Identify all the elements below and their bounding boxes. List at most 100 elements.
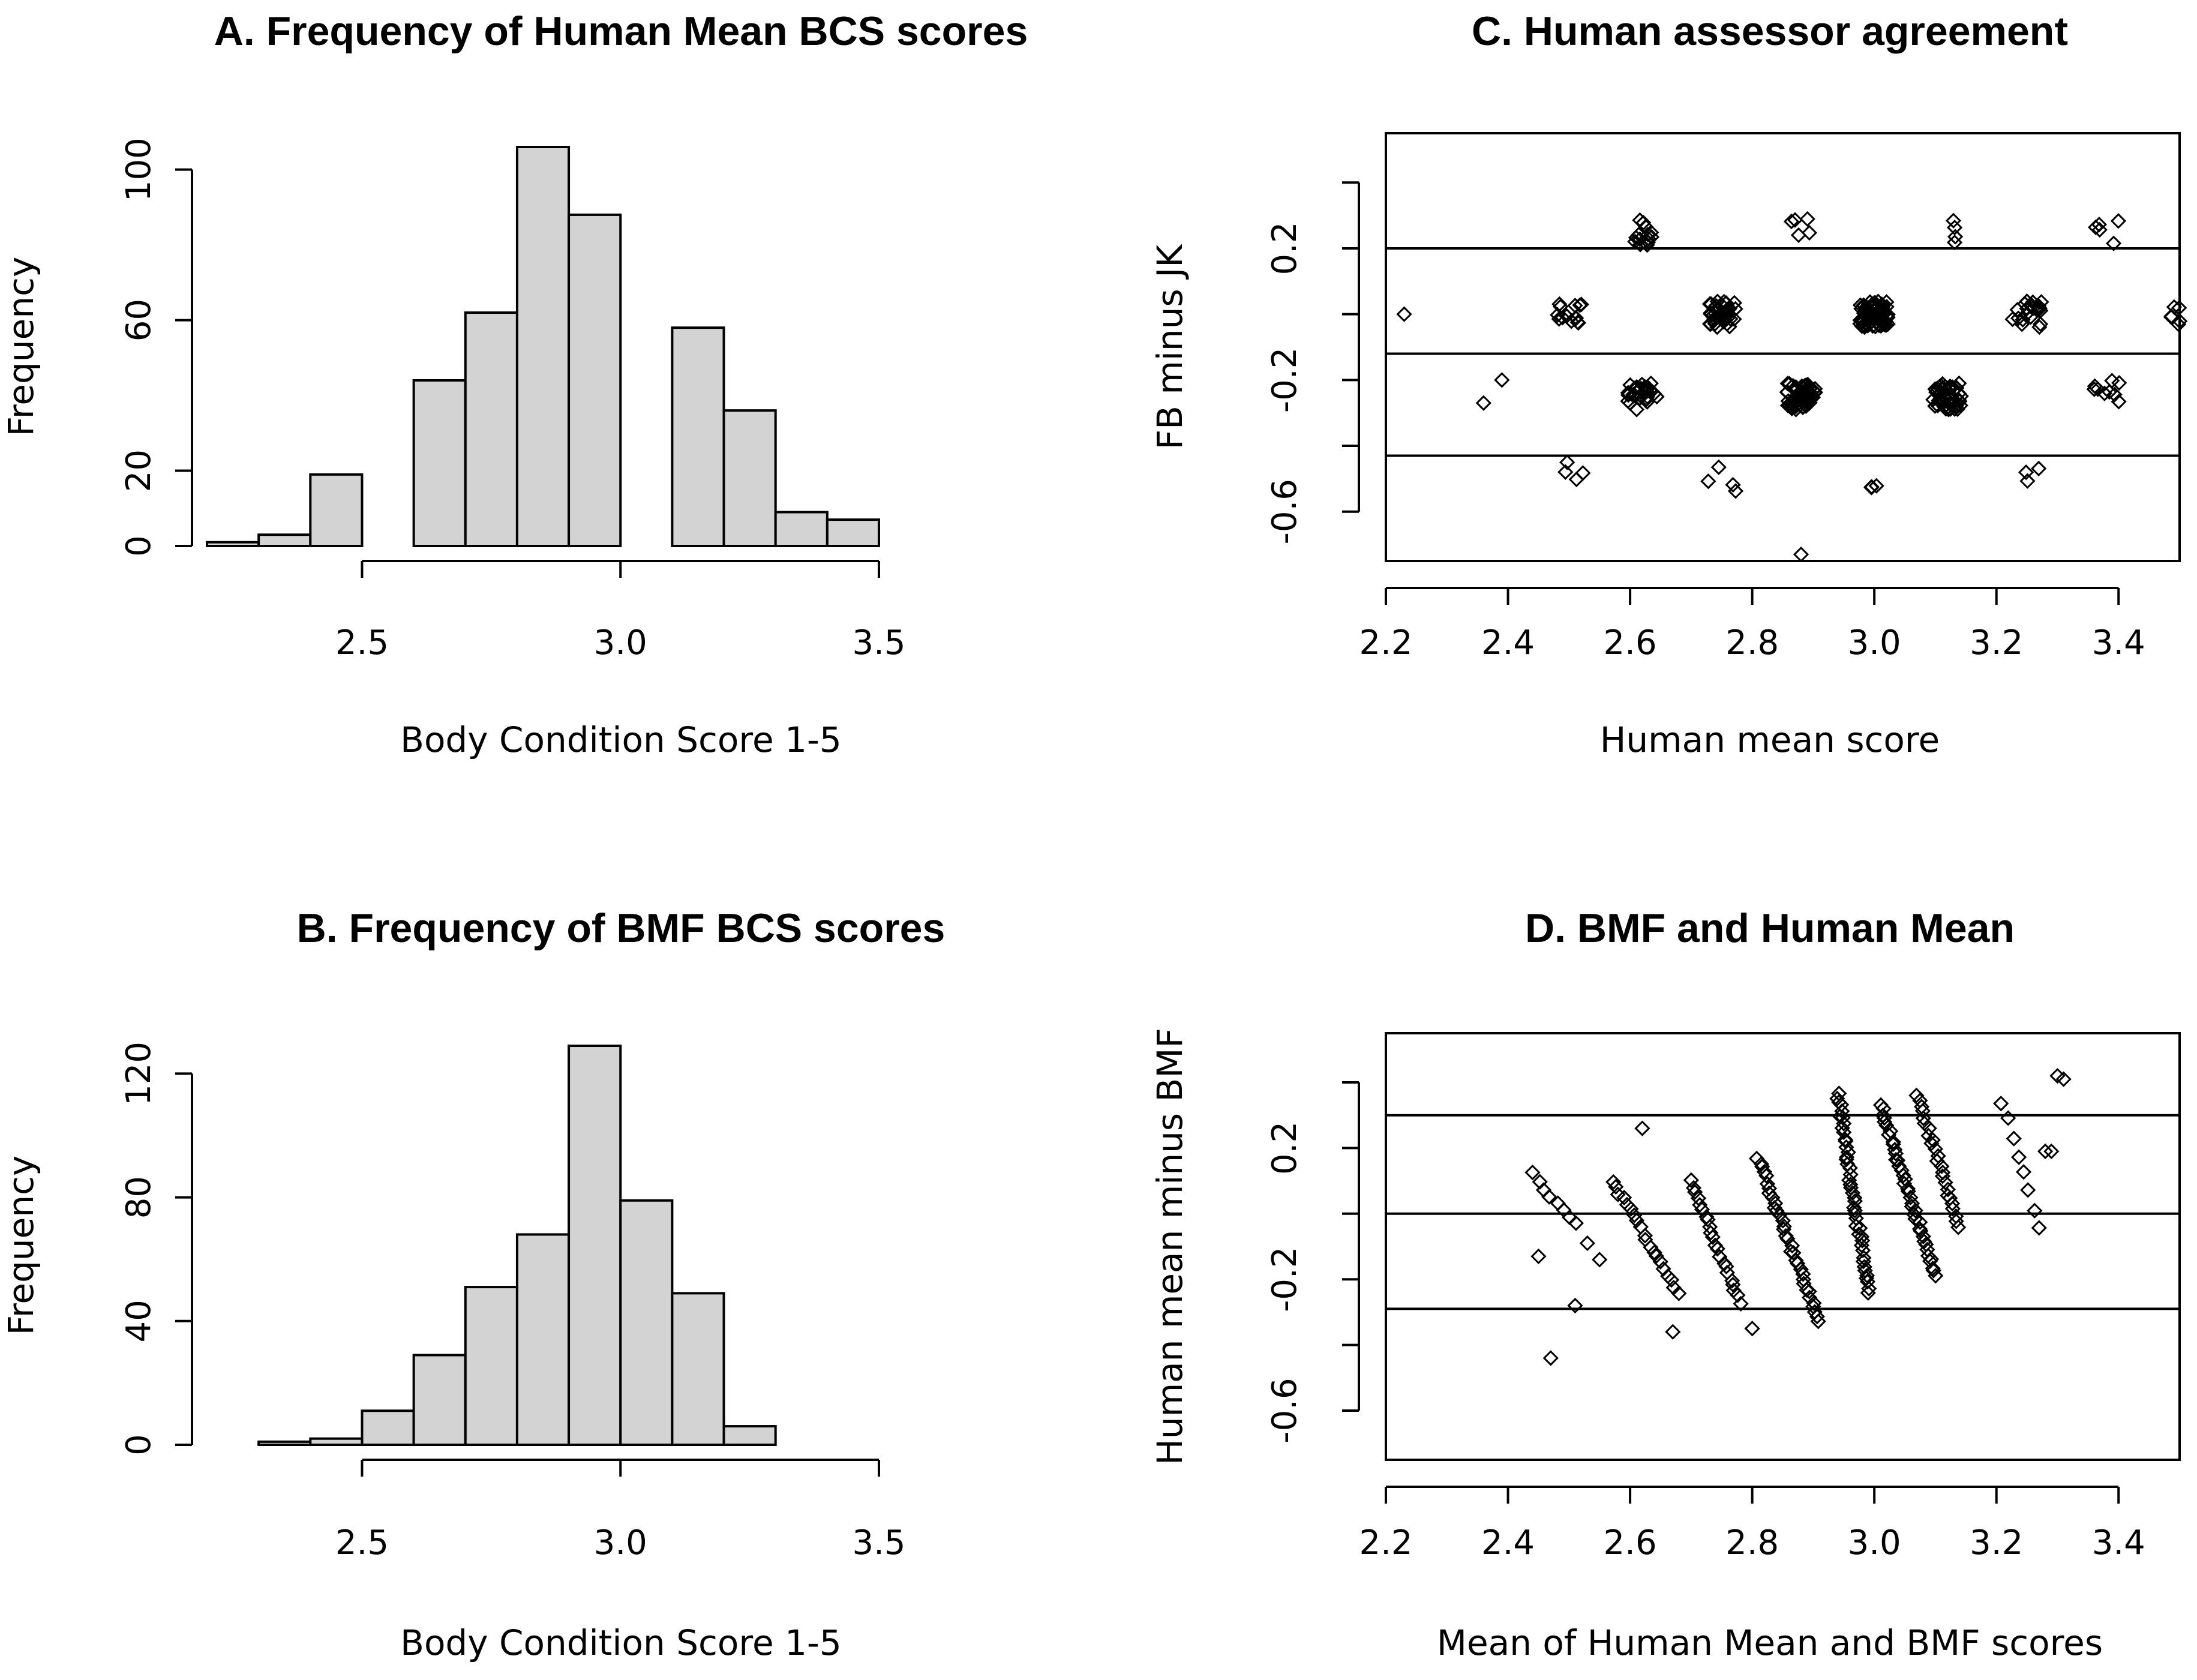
data-point: [1934, 1158, 1950, 1174]
data-point: [1842, 1160, 1858, 1176]
data-point: [1761, 1180, 1778, 1196]
data-point: [1637, 1228, 1653, 1244]
histogram-bar: [826, 518, 881, 547]
data-point: [1552, 298, 1569, 315]
data-point: [1567, 1297, 1583, 1314]
data-point: [1948, 1213, 1964, 1229]
data-point: [2031, 319, 2048, 335]
histogram-bar: [412, 1354, 467, 1447]
data-point: [1712, 308, 1728, 324]
data-point: [1532, 1174, 1548, 1190]
data-point: [1710, 459, 1727, 475]
data-point: [2086, 381, 2102, 397]
data-point: [1930, 1148, 1946, 1164]
x-tick-label: 2.4: [1481, 623, 1535, 662]
data-point: [1782, 397, 1798, 414]
data-point: [1925, 1132, 1941, 1148]
y-axis-label: Frequency: [1, 257, 41, 437]
plot-frame: [1385, 132, 2181, 562]
data-point: [1634, 1120, 1650, 1136]
y-tick-label: 0.2: [1265, 221, 1304, 275]
data-point: [1919, 1241, 1935, 1258]
data-point: [1692, 1197, 1708, 1213]
data-point: [1683, 1172, 1699, 1189]
data-point: [1913, 1099, 1930, 1115]
y-axis-label: Frequency: [1, 1156, 41, 1336]
data-point: [1779, 1231, 1796, 1247]
data-point: [1878, 294, 1895, 310]
y-tick-label: -0.6: [1265, 479, 1304, 544]
data-point: [1795, 1266, 1811, 1282]
data-point: [1880, 309, 1896, 326]
data-point: [1906, 1206, 1922, 1223]
data-point: [1801, 224, 1818, 241]
histogram-bar: [515, 1233, 571, 1446]
data-point: [2010, 1149, 2027, 1165]
histogram-bar: [257, 1440, 312, 1447]
data-point: [1840, 1144, 1856, 1160]
y-tick-label: 120: [119, 1042, 158, 1106]
panel-a-histogram: A. Frequency of Human Mean BCS scores 2.5…: [1, 8, 1028, 760]
data-point: [1928, 1268, 1944, 1284]
y-axis-label: FB minus JK: [1149, 244, 1190, 449]
data-point: [1475, 395, 1491, 411]
data-point: [1868, 478, 1884, 494]
data-point: [1876, 1114, 1893, 1130]
data-point: [1671, 1285, 1687, 1301]
data-point: [1893, 1162, 1910, 1178]
data-point: [2111, 375, 2127, 391]
data-point: [1716, 311, 1733, 327]
x-tick-label: 3.4: [2092, 623, 2145, 662]
data-point: [1885, 1136, 1901, 1153]
histogram-bar: [309, 1437, 364, 1447]
data-point: [2106, 386, 2123, 403]
data-point: [1524, 1164, 1541, 1181]
x-axis-label: Mean of Human Mean and BMF scores: [1437, 1622, 2103, 1663]
x-tick-label: 2.5: [335, 623, 389, 662]
y-tick-label: 40: [119, 1300, 158, 1342]
data-point: [1948, 1208, 1964, 1225]
data-point: [1798, 388, 1814, 405]
panel-d-scatter: D. BMF and Human Mean 2.2 2.4 2.6 2.8 3.0 3.2 3…: [1149, 905, 2181, 1663]
data-point: [1838, 1139, 1854, 1156]
data-point: [1847, 1205, 1863, 1222]
x-tick-label: 3.5: [852, 623, 905, 662]
data-point: [1902, 1189, 1919, 1205]
histogram-bar: [568, 213, 622, 548]
data-point: [2015, 311, 2031, 328]
data-point: [2171, 316, 2187, 332]
data-point: [1646, 1244, 1662, 1261]
histogram-bar: [206, 541, 260, 548]
data-point: [1637, 218, 1654, 235]
x-tick-label: 3.0: [1848, 1523, 1901, 1562]
data-point: [1530, 1248, 1547, 1265]
histogram-bar: [464, 1286, 518, 1446]
histogram-bar: [515, 146, 571, 547]
data-point: [1795, 1271, 1812, 1288]
data-point: [2087, 378, 2103, 394]
data-point: [1704, 1229, 1721, 1245]
histogram-bar: [671, 326, 725, 547]
chart-title: D. BMF and Human Mean: [1525, 905, 2015, 951]
data-point: [1899, 1181, 1916, 1197]
data-point: [1805, 389, 1821, 406]
data-point: [1874, 296, 1890, 313]
histogram-bar: [722, 1425, 777, 1447]
data-point: [1567, 298, 1583, 314]
x-axis-label: Human mean score: [1600, 719, 1940, 760]
plot-frame: [1385, 1032, 2181, 1461]
data-point: [1628, 1212, 1645, 1229]
data-point: [1874, 311, 1890, 328]
histogram-bar: [309, 473, 364, 547]
data-point: [2091, 217, 2108, 233]
data-point: [1844, 1185, 1861, 1201]
data-point: [1883, 1123, 1899, 1139]
data-point: [1793, 546, 1809, 563]
data-point: [1845, 1199, 1862, 1216]
x-tick-label: 2.6: [1604, 623, 1657, 662]
data-point: [1744, 1321, 1760, 1337]
data-point: [1535, 1182, 1552, 1198]
y-tick-label: 80: [119, 1176, 158, 1219]
data-point: [1878, 314, 1894, 330]
data-point: [1833, 1097, 1850, 1113]
